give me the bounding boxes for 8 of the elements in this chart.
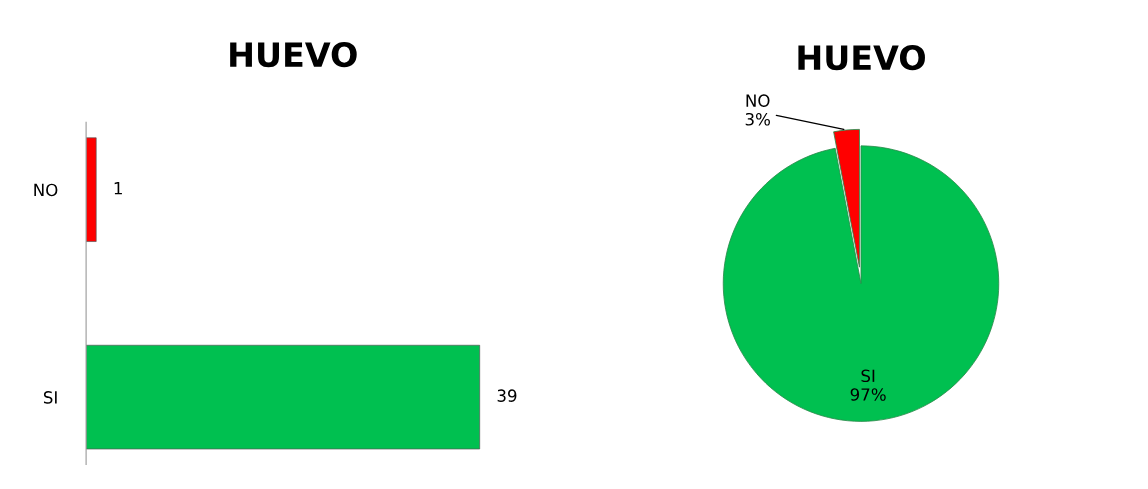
data-label: 3% (745, 112, 770, 126)
chart-title: HUEVO (798, 45, 925, 71)
slice-label: NO (746, 94, 770, 107)
slice-label: SI (861, 369, 875, 383)
data-label: 39 (497, 389, 517, 402)
data-label: 97% (850, 388, 886, 401)
data-label: 1 (114, 182, 122, 195)
chart-title: HUEVO (230, 41, 357, 68)
